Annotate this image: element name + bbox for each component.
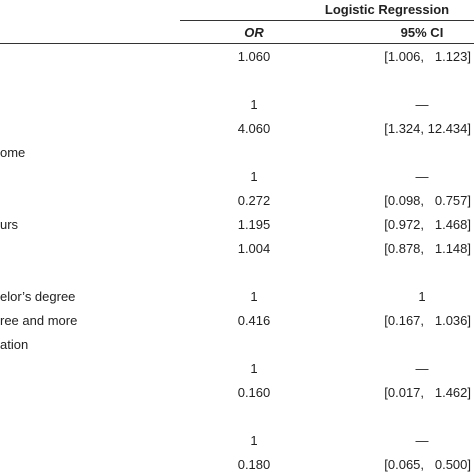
column-header: 95% CI [400, 25, 444, 40]
confidence-interval: [1.324, 12.434] [384, 121, 471, 136]
odds-ratio: 1.195 [237, 217, 271, 232]
odds-ratio: 0.416 [237, 313, 271, 328]
group-header: Logistic Regression [324, 2, 450, 17]
row-label: ree and more [0, 313, 78, 328]
row-label: urs [0, 217, 19, 232]
header-rule [180, 20, 474, 21]
confidence-interval: [0.972, 1.468] [384, 217, 471, 232]
confidence-interval: [0.017, 1.462] [384, 385, 471, 400]
row-label: ation [0, 337, 29, 352]
odds-ratio: 4.060 [237, 121, 271, 136]
confidence-interval: [0.878, 1.148] [384, 241, 471, 256]
row-label: ome [0, 145, 26, 160]
odds-ratio: 0.160 [237, 385, 271, 400]
odds-ratio: 0.180 [237, 457, 271, 472]
odds-ratio: 1 [250, 97, 258, 112]
confidence-interval: [0.098, 0.757] [384, 193, 471, 208]
column-header: OR [244, 25, 264, 40]
odds-ratio: 1.060 [237, 49, 271, 64]
header-rule [0, 43, 474, 44]
confidence-interval: — [415, 361, 429, 376]
odds-ratio: 0.272 [237, 193, 271, 208]
confidence-interval: — [415, 97, 429, 112]
confidence-interval: — [415, 433, 429, 448]
odds-ratio: 1 [250, 169, 258, 184]
odds-ratio: 1 [250, 361, 258, 376]
confidence-interval: [0.167, 1.036] [384, 313, 471, 328]
confidence-interval: [1.006, 1.123] [384, 49, 471, 64]
confidence-interval: — [415, 169, 429, 184]
odds-ratio: 1 [250, 433, 258, 448]
row-label: elor’s degree [0, 289, 76, 304]
confidence-interval: [0.065, 0.500] [384, 457, 471, 472]
odds-ratio: 1.004 [237, 241, 271, 256]
confidence-interval: 1 [418, 289, 426, 304]
odds-ratio: 1 [250, 289, 258, 304]
